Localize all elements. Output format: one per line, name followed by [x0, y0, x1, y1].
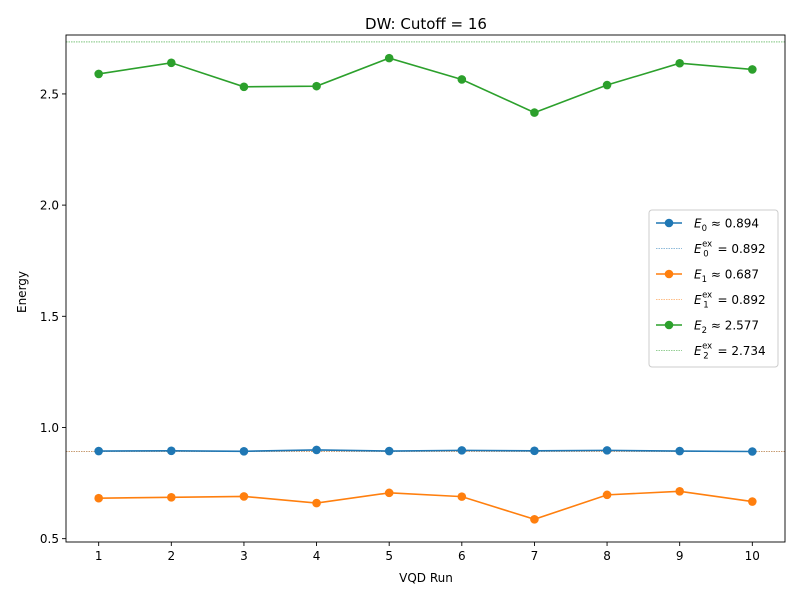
series-lines	[94, 53, 757, 524]
data-point-0-3	[312, 445, 321, 455]
legend-label-sub: 1	[703, 301, 708, 311]
x-tick-label-2: 3	[240, 549, 248, 563]
data-point-2-2	[239, 82, 249, 92]
legend-label-sub: 1	[702, 275, 707, 285]
legend-label-sup: ex	[702, 240, 712, 250]
data-point-0-4	[384, 446, 394, 456]
data-point-1-3	[312, 498, 321, 508]
legend-label-main: E	[694, 217, 702, 231]
legend-label-rest: = 2.734	[714, 344, 766, 358]
data-point-2-0	[94, 69, 103, 79]
data-point-2-1	[167, 58, 176, 68]
x-tick-label-9: 10	[745, 549, 760, 563]
legend-label-sub: 0	[702, 224, 707, 234]
y-tick-label-1: 1.0	[40, 421, 59, 435]
legend-label-rest: ≈ 2.577	[707, 319, 759, 333]
y-axis-title: Energy	[15, 271, 29, 313]
legend-label-main: E	[694, 242, 702, 256]
legend-label-sub: 0	[703, 250, 708, 260]
y-tick-label-2: 1.5	[40, 310, 59, 324]
series-line-1	[98, 490, 753, 521]
chart-title: DW: Cutoff = 16	[365, 15, 487, 33]
series-line-0	[98, 449, 753, 453]
data-point-2-3	[312, 81, 321, 91]
x-tick-label-4: 5	[385, 549, 393, 563]
data-point-0-6	[530, 446, 539, 456]
x-tick-label-8: 9	[676, 549, 684, 563]
data-point-0-9	[748, 447, 757, 456]
data-point-2-8	[675, 58, 684, 68]
data-point-0-0	[94, 446, 103, 456]
legend-label-sup: ex	[702, 342, 712, 352]
legend-label-rest: ≈ 0.894	[707, 217, 759, 231]
legend-box	[648, 209, 779, 368]
x-tick-label-5: 6	[458, 549, 466, 563]
data-point-1-5	[457, 492, 467, 501]
legend-swatch-marker-2	[664, 320, 674, 330]
legend-label-sub: 2	[703, 352, 708, 362]
data-point-2-5	[457, 75, 467, 84]
data-point-0-8	[675, 446, 684, 456]
legend-label-main: E	[694, 268, 702, 282]
x-tick-label-3: 4	[313, 549, 321, 563]
legend-label-main: E	[694, 344, 702, 358]
data-point-1-0	[94, 493, 103, 503]
data-point-2-7	[602, 80, 612, 90]
legend-label-series-2: E2 ≈ 2.577	[694, 319, 759, 337]
legend-swatch-marker-0	[664, 218, 674, 228]
data-point-1-4	[384, 488, 394, 498]
legend-label-rest: = 0.892	[714, 242, 766, 256]
data-point-2-9	[748, 65, 757, 74]
y-tick-label-0: 0.5	[40, 532, 59, 546]
data-point-1-1	[167, 493, 176, 502]
legend-label-sup: ex	[702, 291, 712, 301]
data-point-2-6	[530, 108, 539, 117]
x-tick-label-0: 1	[95, 549, 103, 563]
legend-label-rest: ≈ 0.687	[707, 268, 759, 282]
y-tick-label-4: 2.5	[40, 87, 59, 101]
legend-label-exact-0: Eex 0 = 0.892	[694, 240, 766, 260]
x-axis-title: VQD Run	[399, 571, 453, 585]
axes: 1 2 3 4 5 6 7 8 9 100.51.01.52.02.5	[40, 34, 786, 563]
plot-frame	[65, 34, 786, 543]
data-point-1-7	[602, 490, 612, 500]
series-line-2	[98, 57, 753, 114]
x-tick-label-1: 2	[167, 549, 175, 563]
x-tick-label-6: 7	[531, 549, 539, 563]
data-point-1-8	[675, 487, 684, 496]
data-point-1-2	[239, 492, 249, 501]
legend-label-main: E	[694, 319, 702, 333]
legend-label-rest: = 0.892	[714, 293, 766, 307]
data-point-1-6	[530, 515, 539, 524]
data-point-0-5	[457, 446, 467, 455]
data-point-0-1	[167, 446, 176, 456]
data-point-0-2	[239, 446, 249, 456]
data-point-1-9	[748, 497, 757, 506]
legend-label-sub: 2	[702, 326, 707, 336]
legend-label-series-1: E1 ≈ 0.687	[694, 268, 759, 286]
legend-label-exact-1: Eex 1 = 0.892	[694, 291, 766, 311]
legend-label-series-0: E0 ≈ 0.894	[694, 217, 759, 235]
legend-swatch-marker-1	[664, 269, 674, 279]
y-tick-label-3: 2.0	[40, 199, 59, 213]
legend-label-exact-2: Eex 2 = 2.734	[694, 342, 766, 362]
x-tick-label-7: 8	[603, 549, 611, 563]
data-point-2-4	[384, 53, 394, 63]
legend-label-main: E	[694, 293, 702, 307]
data-point-0-7	[602, 446, 612, 455]
